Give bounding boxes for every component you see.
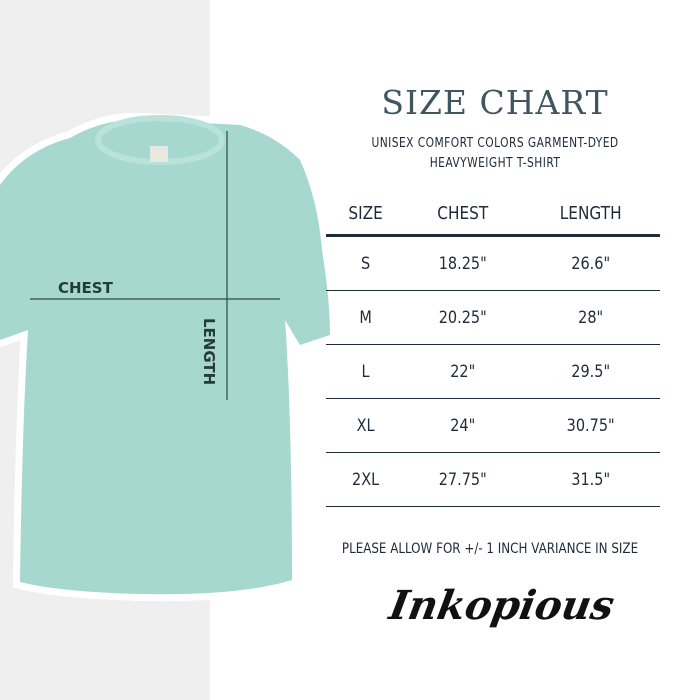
length-label: LENGTH bbox=[200, 318, 218, 386]
size-cell: XL bbox=[331, 398, 400, 453]
length-cell: 28" bbox=[531, 290, 650, 345]
tshirt-image bbox=[0, 112, 338, 602]
table-row: M 20.25" 28" bbox=[326, 290, 660, 345]
chest-cell: 22" bbox=[413, 344, 512, 399]
table-row: 2XL 27.75" 31.5" bbox=[326, 452, 660, 507]
header-chest: CHEST bbox=[437, 202, 489, 224]
size-cell: M bbox=[331, 290, 400, 345]
subtitle-line-2: HEAVYWEIGHT T-SHIRT bbox=[429, 155, 561, 171]
page-title: SIZE CHART bbox=[381, 83, 609, 122]
brand-logo: Inkopious bbox=[385, 582, 618, 629]
size-table: SIZE CHEST LENGTH S 18.25" 26.6" M 20.25" 28… bbox=[326, 192, 660, 507]
subtitle: UNISEX COMFORT COLORS GARMENT-DYED HEAVY… bbox=[341, 133, 649, 173]
table-row: S 18.25" 26.6" bbox=[326, 235, 660, 291]
length-cell: 31.5" bbox=[531, 452, 650, 507]
table-header: SIZE CHEST LENGTH bbox=[326, 192, 660, 236]
size-cell: S bbox=[331, 235, 400, 291]
length-cell: 26.6" bbox=[531, 235, 650, 291]
size-cell: L bbox=[331, 344, 400, 399]
length-cell: 30.75" bbox=[531, 398, 650, 453]
chest-cell: 27.75" bbox=[413, 452, 512, 507]
table-row: XL 24" 30.75" bbox=[326, 398, 660, 453]
table-row: L 22" 29.5" bbox=[326, 344, 660, 399]
header-length: LENGTH bbox=[559, 202, 622, 224]
chest-cell: 24" bbox=[413, 398, 512, 453]
chest-cell: 20.25" bbox=[413, 290, 512, 345]
size-cell: 2XL bbox=[331, 452, 400, 507]
chest-cell: 18.25" bbox=[413, 235, 512, 291]
chest-label: CHEST bbox=[58, 279, 113, 297]
length-cell: 29.5" bbox=[531, 344, 650, 399]
variance-note: PLEASE ALLOW FOR +/- 1 INCH VARIANCE IN … bbox=[341, 541, 639, 557]
header-size: SIZE bbox=[348, 202, 383, 224]
subtitle-line-1: UNISEX COMFORT COLORS GARMENT-DYED bbox=[371, 135, 619, 151]
